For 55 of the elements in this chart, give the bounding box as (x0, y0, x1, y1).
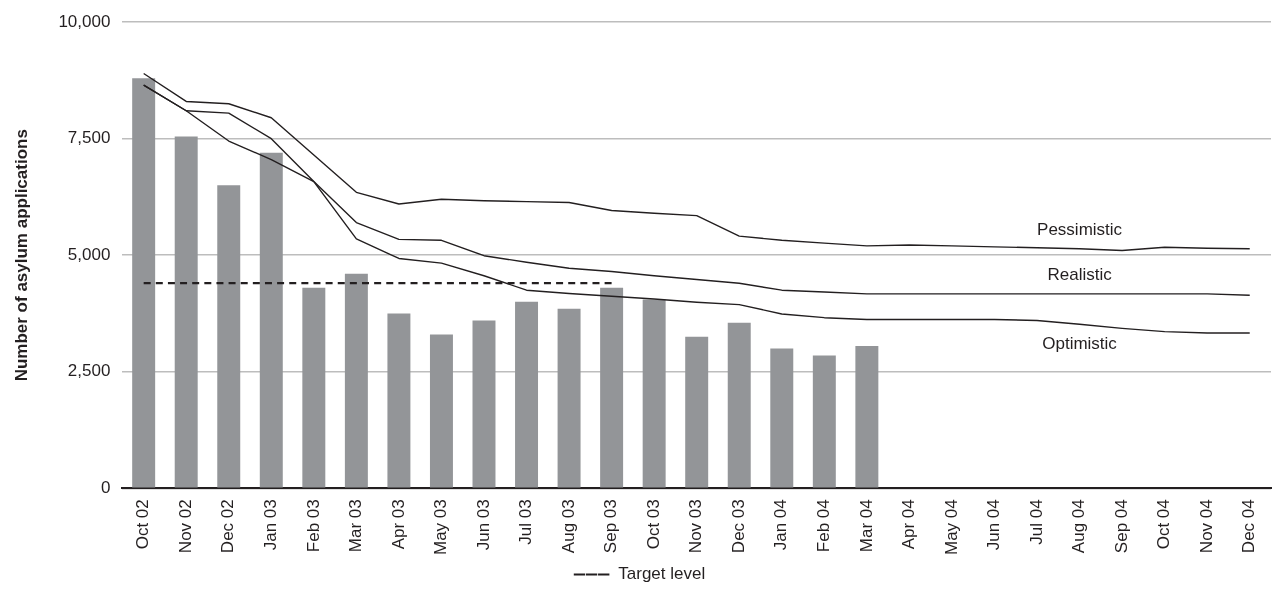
bar (515, 301, 539, 488)
x-tick-label: Nov 02 (175, 499, 195, 554)
y-tick-label: 7,500 (67, 128, 111, 148)
bar (387, 313, 411, 488)
x-tick-label: Apr 03 (388, 499, 408, 550)
x-tick-label: Aug 03 (558, 499, 578, 554)
x-tick-label: Jul 04 (1026, 499, 1046, 545)
y-tick-label: 2,500 (67, 361, 111, 381)
series-label: Pessimistic (1037, 219, 1123, 239)
bar (302, 287, 326, 488)
x-tick-label: Oct 03 (643, 499, 663, 550)
bar (344, 273, 368, 488)
bar (770, 348, 794, 488)
x-tick-label: Jun 04 (984, 499, 1004, 551)
y-axis-title: Number of asylum applications (11, 129, 31, 382)
series-label: Realistic (1047, 265, 1113, 285)
x-tick-label: Aug 04 (1069, 499, 1089, 554)
x-tick-label: Dec 04 (1239, 499, 1259, 554)
x-tick-label: Mar 04 (856, 499, 876, 553)
y-tick-label: 5,000 (67, 244, 111, 264)
bar (259, 152, 283, 488)
bar (429, 334, 453, 488)
x-tick-label: May 03 (431, 499, 451, 555)
y-tick-label: 0 (100, 477, 111, 497)
x-tick-label: Sep 04 (1111, 499, 1131, 554)
bar (642, 299, 666, 488)
x-tick-label: Dec 02 (218, 499, 238, 554)
x-tick-label: Mar 03 (346, 499, 366, 553)
bar (685, 336, 709, 488)
y-tick-label: 10,000 (58, 11, 111, 31)
bar (132, 78, 156, 488)
x-tick-label: Sep 03 (601, 499, 621, 554)
legend-label: Target level (618, 564, 706, 584)
bar (174, 136, 198, 488)
bar (217, 185, 241, 488)
x-tick-label: Jun 03 (473, 499, 493, 551)
x-tick-label: Dec 03 (728, 499, 748, 554)
x-tick-label: Nov 04 (1196, 499, 1216, 554)
x-tick-label: Jan 04 (771, 499, 791, 551)
x-tick-label: Apr 04 (899, 499, 919, 550)
x-tick-label: Oct 04 (1154, 499, 1174, 550)
bar (727, 322, 751, 488)
x-tick-label: Oct 02 (133, 499, 153, 550)
bar (600, 287, 624, 488)
bar (855, 346, 879, 488)
x-tick-label: May 04 (941, 499, 961, 555)
x-tick-label: Nov 03 (686, 499, 706, 554)
x-tick-label: Jan 03 (260, 499, 280, 551)
x-tick-label: Feb 03 (303, 499, 323, 553)
x-tick-label: Jul 03 (516, 499, 536, 545)
series-label: Optimistic (1042, 334, 1118, 354)
bar (472, 320, 496, 488)
bar (812, 355, 836, 488)
x-tick-label: Feb 04 (814, 499, 834, 553)
bar (557, 308, 581, 488)
